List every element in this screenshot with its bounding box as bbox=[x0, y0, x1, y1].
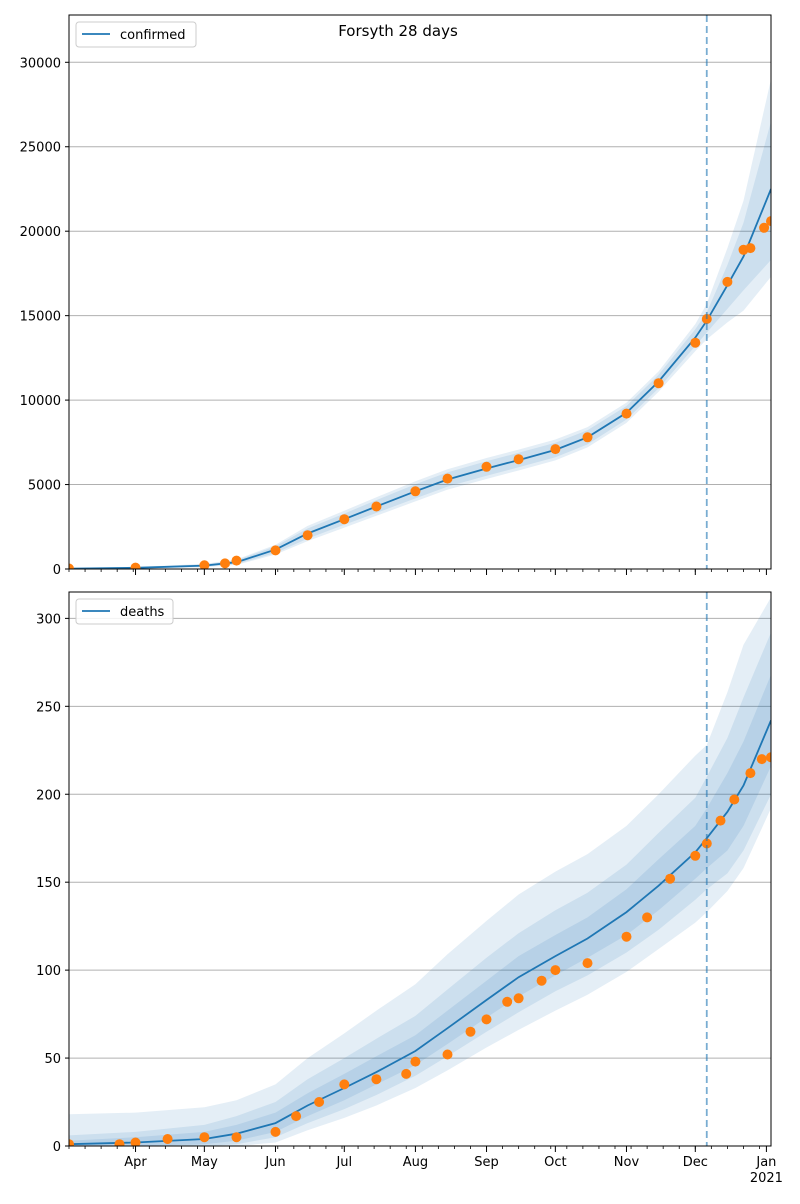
y-tick-label: 250 bbox=[36, 700, 61, 715]
observed-point bbox=[401, 1068, 412, 1079]
observed-point bbox=[371, 1074, 382, 1085]
plot-area bbox=[69, 592, 771, 1146]
y-tick-label: 25000 bbox=[20, 141, 61, 156]
observed-point bbox=[766, 752, 771, 763]
observed-point bbox=[231, 555, 242, 566]
observed-point bbox=[314, 1097, 325, 1107]
observed-point bbox=[481, 461, 492, 472]
observed-point bbox=[690, 337, 701, 348]
observed-point bbox=[270, 1126, 281, 1137]
x-tick-label: Jul bbox=[335, 1155, 352, 1170]
y-tick-label: 20000 bbox=[20, 225, 61, 240]
observed-point bbox=[231, 1132, 242, 1143]
y-tick-label: 0 bbox=[53, 1140, 61, 1155]
observed-point bbox=[642, 912, 653, 923]
observed-point bbox=[513, 454, 524, 465]
observed-point bbox=[69, 1139, 74, 1146]
observed-point bbox=[442, 473, 453, 484]
y-tick-label: 15000 bbox=[20, 310, 61, 325]
observed-point bbox=[339, 514, 350, 525]
y-tick-label: 30000 bbox=[20, 56, 61, 71]
observed-point bbox=[653, 378, 664, 389]
observed-point bbox=[550, 444, 561, 455]
y-tick-label: 150 bbox=[36, 876, 61, 891]
x-year-label: 2021 bbox=[750, 1171, 783, 1186]
observed-point bbox=[410, 486, 421, 497]
x-tick-label: Oct bbox=[544, 1155, 566, 1170]
x-tick-label: Jun bbox=[264, 1155, 285, 1170]
axes-frame bbox=[68, 14, 772, 570]
observed-point bbox=[745, 243, 756, 254]
observed-point bbox=[729, 794, 740, 805]
observed-point bbox=[715, 815, 726, 826]
y-tick-label: 200 bbox=[36, 788, 61, 803]
observed-point bbox=[536, 975, 547, 986]
y-tick-label: 100 bbox=[36, 964, 61, 979]
confidence-band-3 bbox=[69, 597, 771, 1146]
observed-point bbox=[69, 563, 74, 569]
legend-box bbox=[75, 21, 197, 48]
observed-point bbox=[270, 545, 281, 556]
observed-point bbox=[766, 216, 771, 227]
observed-point bbox=[502, 996, 513, 1007]
observed-point bbox=[199, 1132, 210, 1143]
x-tick-label: May bbox=[191, 1155, 218, 1170]
observed-point bbox=[745, 768, 756, 779]
x-tick-label: Nov bbox=[614, 1155, 640, 1170]
observed-point bbox=[410, 1056, 421, 1067]
observed-point bbox=[621, 408, 632, 419]
observed-point bbox=[339, 1079, 350, 1090]
confidence-band-2 bbox=[69, 632, 771, 1146]
confidence-band-2 bbox=[69, 79, 771, 569]
observed-point bbox=[722, 276, 733, 287]
chart-title: Forsyth 28 days bbox=[338, 22, 458, 40]
legend-box bbox=[75, 598, 174, 625]
observed-point bbox=[759, 222, 770, 233]
x-tick-label: Sep bbox=[474, 1155, 499, 1170]
observed-point bbox=[114, 1139, 125, 1146]
observed-point bbox=[291, 1111, 302, 1122]
plot-area bbox=[69, 15, 771, 569]
observed-point bbox=[371, 501, 382, 512]
observed-point bbox=[481, 1014, 492, 1025]
observed-point bbox=[302, 530, 313, 541]
confidence-band-1 bbox=[69, 674, 771, 1146]
y-tick-label: 5000 bbox=[28, 479, 61, 494]
legend: confirmed bbox=[75, 21, 197, 48]
observed-point bbox=[162, 1134, 173, 1144]
observed-point bbox=[465, 1026, 476, 1037]
x-tick-label: Aug bbox=[403, 1155, 428, 1170]
observed-point bbox=[130, 1137, 141, 1146]
x-tick-label: Dec bbox=[683, 1155, 708, 1170]
observed-point bbox=[550, 965, 561, 976]
legend-label: deaths bbox=[120, 605, 165, 620]
y-tick-label: 300 bbox=[36, 612, 61, 627]
observed-point bbox=[442, 1049, 453, 1060]
y-tick-label: 0 bbox=[53, 563, 61, 578]
observed-point bbox=[582, 432, 593, 443]
x-tick-label: Apr bbox=[124, 1155, 147, 1170]
confidence-band-1 bbox=[69, 121, 771, 569]
legend-label: confirmed bbox=[120, 28, 186, 43]
y-tick-label: 10000 bbox=[20, 394, 61, 409]
observed-point bbox=[701, 838, 712, 849]
observed-point bbox=[621, 931, 632, 942]
panel-deaths: 0 50 100 150 200 250 300 Apr May Jun Jul Aug Sep Oct N… bbox=[36, 591, 783, 1186]
observed-point bbox=[690, 850, 701, 861]
legend: deaths bbox=[75, 598, 174, 625]
observed-point bbox=[130, 562, 141, 569]
observed-point bbox=[220, 558, 230, 569]
panel-confirmed: 0 5000 10000 15000 20000 25000 30000 confirmed bbox=[20, 14, 772, 578]
observed-point bbox=[582, 958, 593, 969]
y-tick-label: 50 bbox=[44, 1052, 61, 1067]
x-tick-label: Jan bbox=[755, 1155, 776, 1170]
observed-point bbox=[513, 993, 524, 1004]
observed-point bbox=[199, 560, 210, 569]
observed-point bbox=[665, 873, 676, 884]
axes-frame bbox=[68, 591, 772, 1147]
observed-point bbox=[756, 754, 767, 765]
